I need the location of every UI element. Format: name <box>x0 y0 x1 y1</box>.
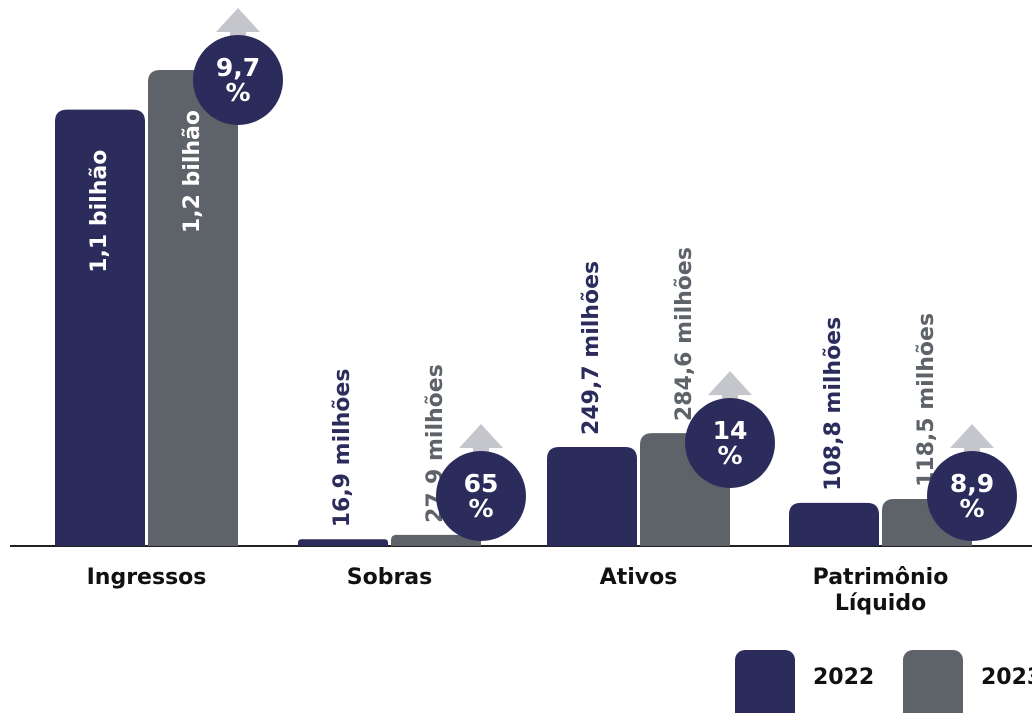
growth-arrow <box>216 8 260 50</box>
legend-swatch <box>735 650 795 713</box>
bar <box>789 502 879 546</box>
bar <box>298 539 388 546</box>
growth-badge: 8,9 % <box>927 451 1017 541</box>
value-label: 118,5 milhões <box>914 313 939 487</box>
growth-badge: 14 % <box>685 398 775 489</box>
bar <box>391 534 481 546</box>
value-label: 108,8 milhões <box>821 317 846 491</box>
value-label: 1,1 bilhão <box>87 150 112 273</box>
value-label: 16,9 milhões <box>330 369 355 528</box>
value-label: 1,2 bilhão <box>180 110 205 233</box>
growth-arrow <box>708 371 752 414</box>
growth-badge: 9,7 % <box>193 35 283 125</box>
x-tick-label: Patrimônio Líquido <box>812 565 949 617</box>
x-tick-label: Ingressos <box>86 565 207 590</box>
growth-arrow <box>459 424 503 466</box>
legend-label: 2023 <box>981 665 1032 690</box>
legend-label: 2022 <box>813 665 875 690</box>
bar <box>547 446 637 546</box>
bar <box>55 109 145 547</box>
bar <box>148 70 238 546</box>
x-tick-label: Ativos <box>599 565 678 590</box>
growth-badge: 65 % <box>436 451 526 541</box>
x-tick-label: Sobras <box>346 565 433 590</box>
growth-arrow <box>950 424 994 466</box>
value-label: 284,6 milhões <box>672 247 697 421</box>
value-label: 249,7 milhões <box>579 261 604 435</box>
legend-swatch <box>903 650 963 713</box>
